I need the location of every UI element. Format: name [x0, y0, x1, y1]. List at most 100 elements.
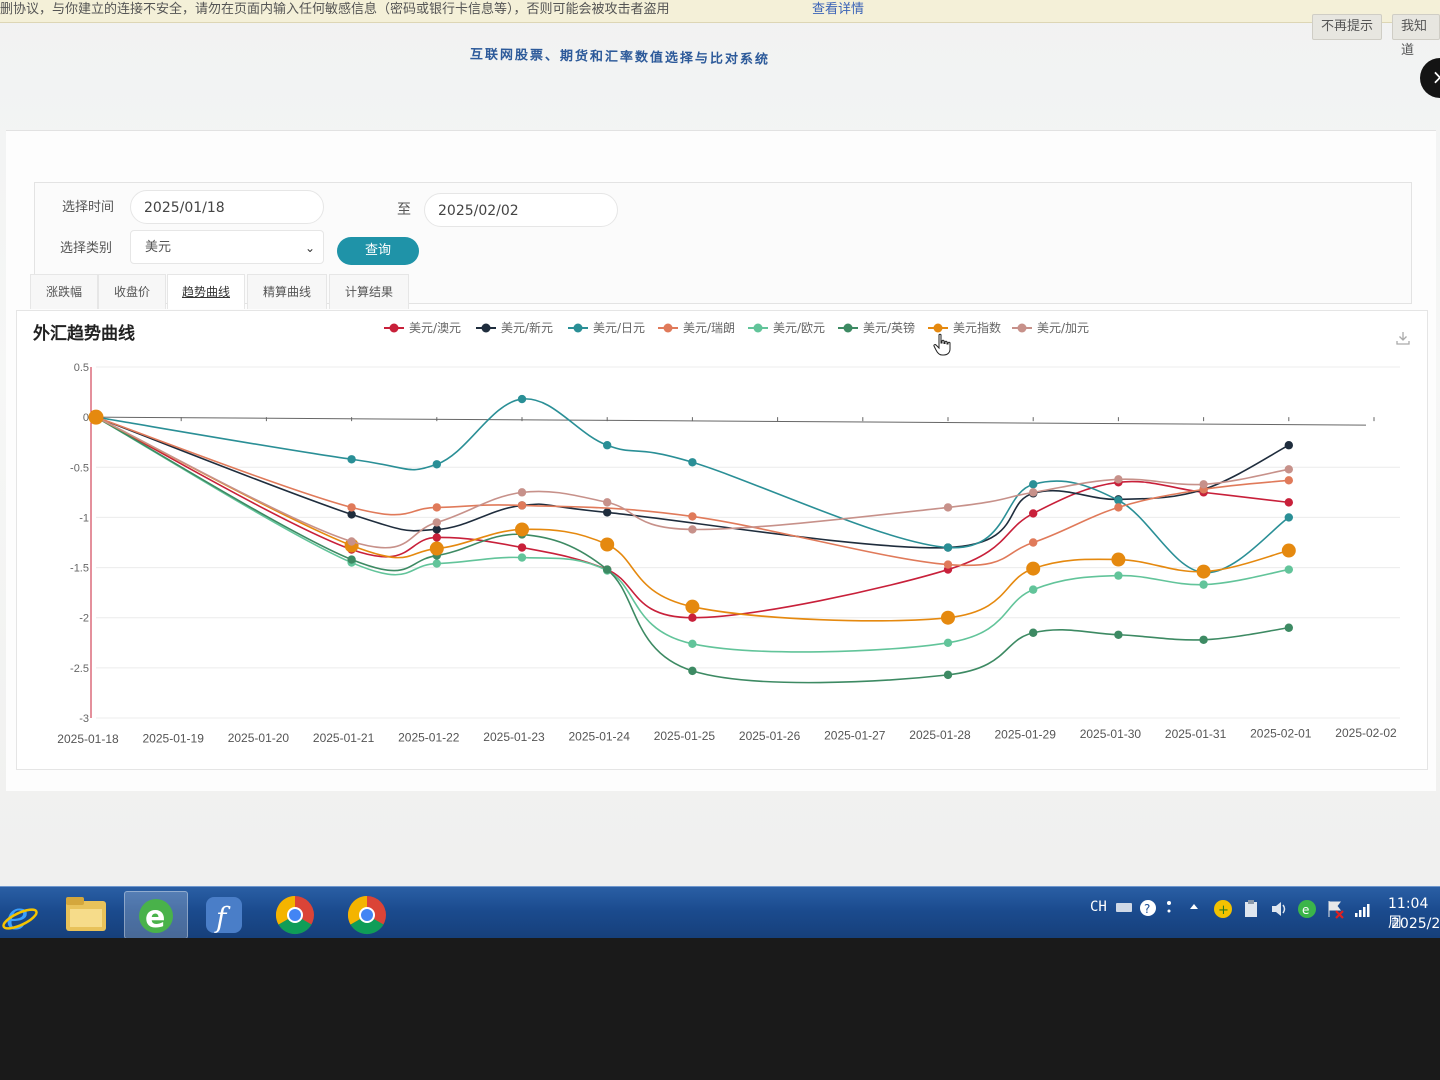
data-point	[1284, 441, 1294, 450]
tab-calc-result[interactable]: 计算结果	[329, 274, 409, 309]
query-button[interactable]: 查询	[337, 237, 419, 265]
security-app-icon[interactable]: +	[1213, 899, 1233, 919]
data-point	[347, 510, 356, 519]
data-point	[432, 559, 441, 568]
x-tick-label: 2025-01-19	[143, 732, 205, 746]
file-explorer-icon[interactable]	[56, 891, 118, 937]
data-point	[347, 455, 356, 464]
data-point	[1029, 488, 1038, 497]
data-point	[347, 555, 356, 564]
taskbar: e e f CH ?	[0, 886, 1440, 938]
clock-time: 11:04 周	[1388, 896, 1429, 931]
start-date-input[interactable]: 2025/01/18	[130, 190, 324, 224]
data-point	[1029, 538, 1038, 547]
data-point	[685, 599, 700, 614]
category-label: 选择类别	[60, 241, 113, 256]
legend-marker	[843, 323, 853, 333]
close-icon[interactable]: ×	[1420, 58, 1440, 98]
data-point	[1111, 552, 1126, 567]
data-point	[688, 639, 697, 648]
data-point	[1284, 498, 1294, 507]
data-point	[347, 503, 356, 512]
keyboard-icon[interactable]	[1115, 899, 1133, 915]
x-tick-label: 2025-01-30	[1080, 727, 1142, 741]
data-point	[1114, 496, 1123, 505]
help-icon[interactable]: ?	[1139, 899, 1157, 917]
legend-label[interactable]: 美元指数	[953, 320, 1001, 335]
network-signal-icon[interactable]	[1353, 899, 1373, 919]
x-axis	[95, 416, 1367, 426]
x-tick-label: 2025-01-18	[57, 732, 119, 746]
x-tick-label: 2025-01-31	[1165, 727, 1227, 741]
data-point	[515, 522, 529, 537]
data-point	[943, 543, 953, 552]
legend-marker	[933, 323, 943, 333]
legend-label[interactable]: 美元/澳元	[409, 321, 461, 335]
ie-icon[interactable]: e	[0, 891, 54, 937]
dismiss-warning-button[interactable]: 我知道	[1392, 14, 1440, 58]
legend-label[interactable]: 美元/欧元	[773, 321, 825, 335]
data-point	[1199, 580, 1208, 589]
warning-details-link[interactable]: 查看详情	[812, 2, 865, 17]
download-icon[interactable]	[1395, 330, 1411, 346]
data-point	[432, 518, 441, 527]
no-prompt-button[interactable]: 不再提示	[1312, 14, 1383, 40]
trend-chart: 0.5 0 -0.5 -1 -1.5 -2 -2.5 -3 2025-01-18 2025-01-…	[57, 320, 1400, 746]
browser-e-icon[interactable]: e	[124, 891, 188, 938]
x-tick-label: 2025-02-01	[1250, 726, 1312, 740]
data-point	[1026, 561, 1041, 576]
tab-change-rate[interactable]: 涨跌幅	[30, 274, 98, 309]
legend-label[interactable]: 美元/瑞朗	[683, 321, 735, 335]
chevron-down-icon: ⌄	[304, 241, 315, 255]
data-point	[688, 525, 697, 534]
flash-icon[interactable]: f	[194, 891, 256, 937]
data-point	[1284, 623, 1294, 632]
ime-options-icon[interactable]	[1163, 899, 1175, 919]
data-point	[517, 543, 527, 552]
data-point	[1114, 503, 1123, 512]
tab-close-price[interactable]: 收盘价	[98, 274, 166, 309]
show-hidden-icons-icon[interactable]	[1187, 899, 1201, 915]
y-tick-label: -0.5	[70, 462, 89, 474]
data-point	[1284, 565, 1294, 574]
y-tick-label: -3	[79, 713, 89, 725]
x-tick-label: 2025-01-21	[313, 731, 375, 745]
data-point	[603, 508, 612, 517]
x-tick-label: 2025-01-22	[398, 730, 460, 744]
data-point-origin	[88, 409, 104, 425]
browser-screen: 删协议，与你建立的连接不安全，请勿在页面内输入任何敏感信息（密码或银行卡信息等）…	[0, 0, 1440, 938]
action-center-icon[interactable]	[1325, 899, 1345, 919]
green-app-icon[interactable]: e	[1297, 899, 1317, 919]
chrome-icon[interactable]	[264, 891, 326, 937]
chrome-icon[interactable]	[336, 891, 398, 937]
svg-text:+: +	[1218, 903, 1229, 918]
end-date-input[interactable]: 2025/02/02	[424, 193, 618, 227]
volume-icon[interactable]	[1269, 899, 1289, 919]
data-point	[1114, 475, 1123, 484]
data-point	[1029, 628, 1038, 637]
y-tick-label: -2.5	[70, 663, 89, 675]
tab-trend-curve[interactable]: 趋势曲线	[167, 274, 245, 309]
data-point	[1284, 476, 1294, 485]
data-point	[432, 460, 441, 469]
data-point	[1029, 480, 1038, 489]
legend-label[interactable]: 美元/日元	[593, 321, 645, 335]
data-point	[688, 458, 697, 467]
data-point	[1281, 543, 1296, 558]
legend-marker	[663, 323, 673, 333]
clipboard-icon[interactable]	[1241, 899, 1261, 919]
data-point	[603, 441, 612, 450]
legend-label[interactable]: 美元/加元	[1037, 321, 1089, 335]
data-point	[429, 541, 444, 556]
legend-marker	[573, 323, 583, 333]
data-point	[943, 503, 953, 512]
x-tick-label: 2025-01-27	[824, 728, 886, 742]
legend-label[interactable]: 美元/新元	[501, 320, 553, 335]
category-select[interactable]: 美元 ⌄	[130, 230, 324, 264]
legend-label[interactable]: 美元/英镑	[863, 320, 915, 335]
tab-actuarial-curve[interactable]: 精算曲线	[247, 274, 327, 309]
ime-indicator[interactable]: CH	[1090, 899, 1107, 915]
y-tick-label: -1	[79, 512, 89, 524]
x-tick-label: 2025-01-26	[739, 729, 801, 743]
data-point	[1029, 509, 1038, 518]
